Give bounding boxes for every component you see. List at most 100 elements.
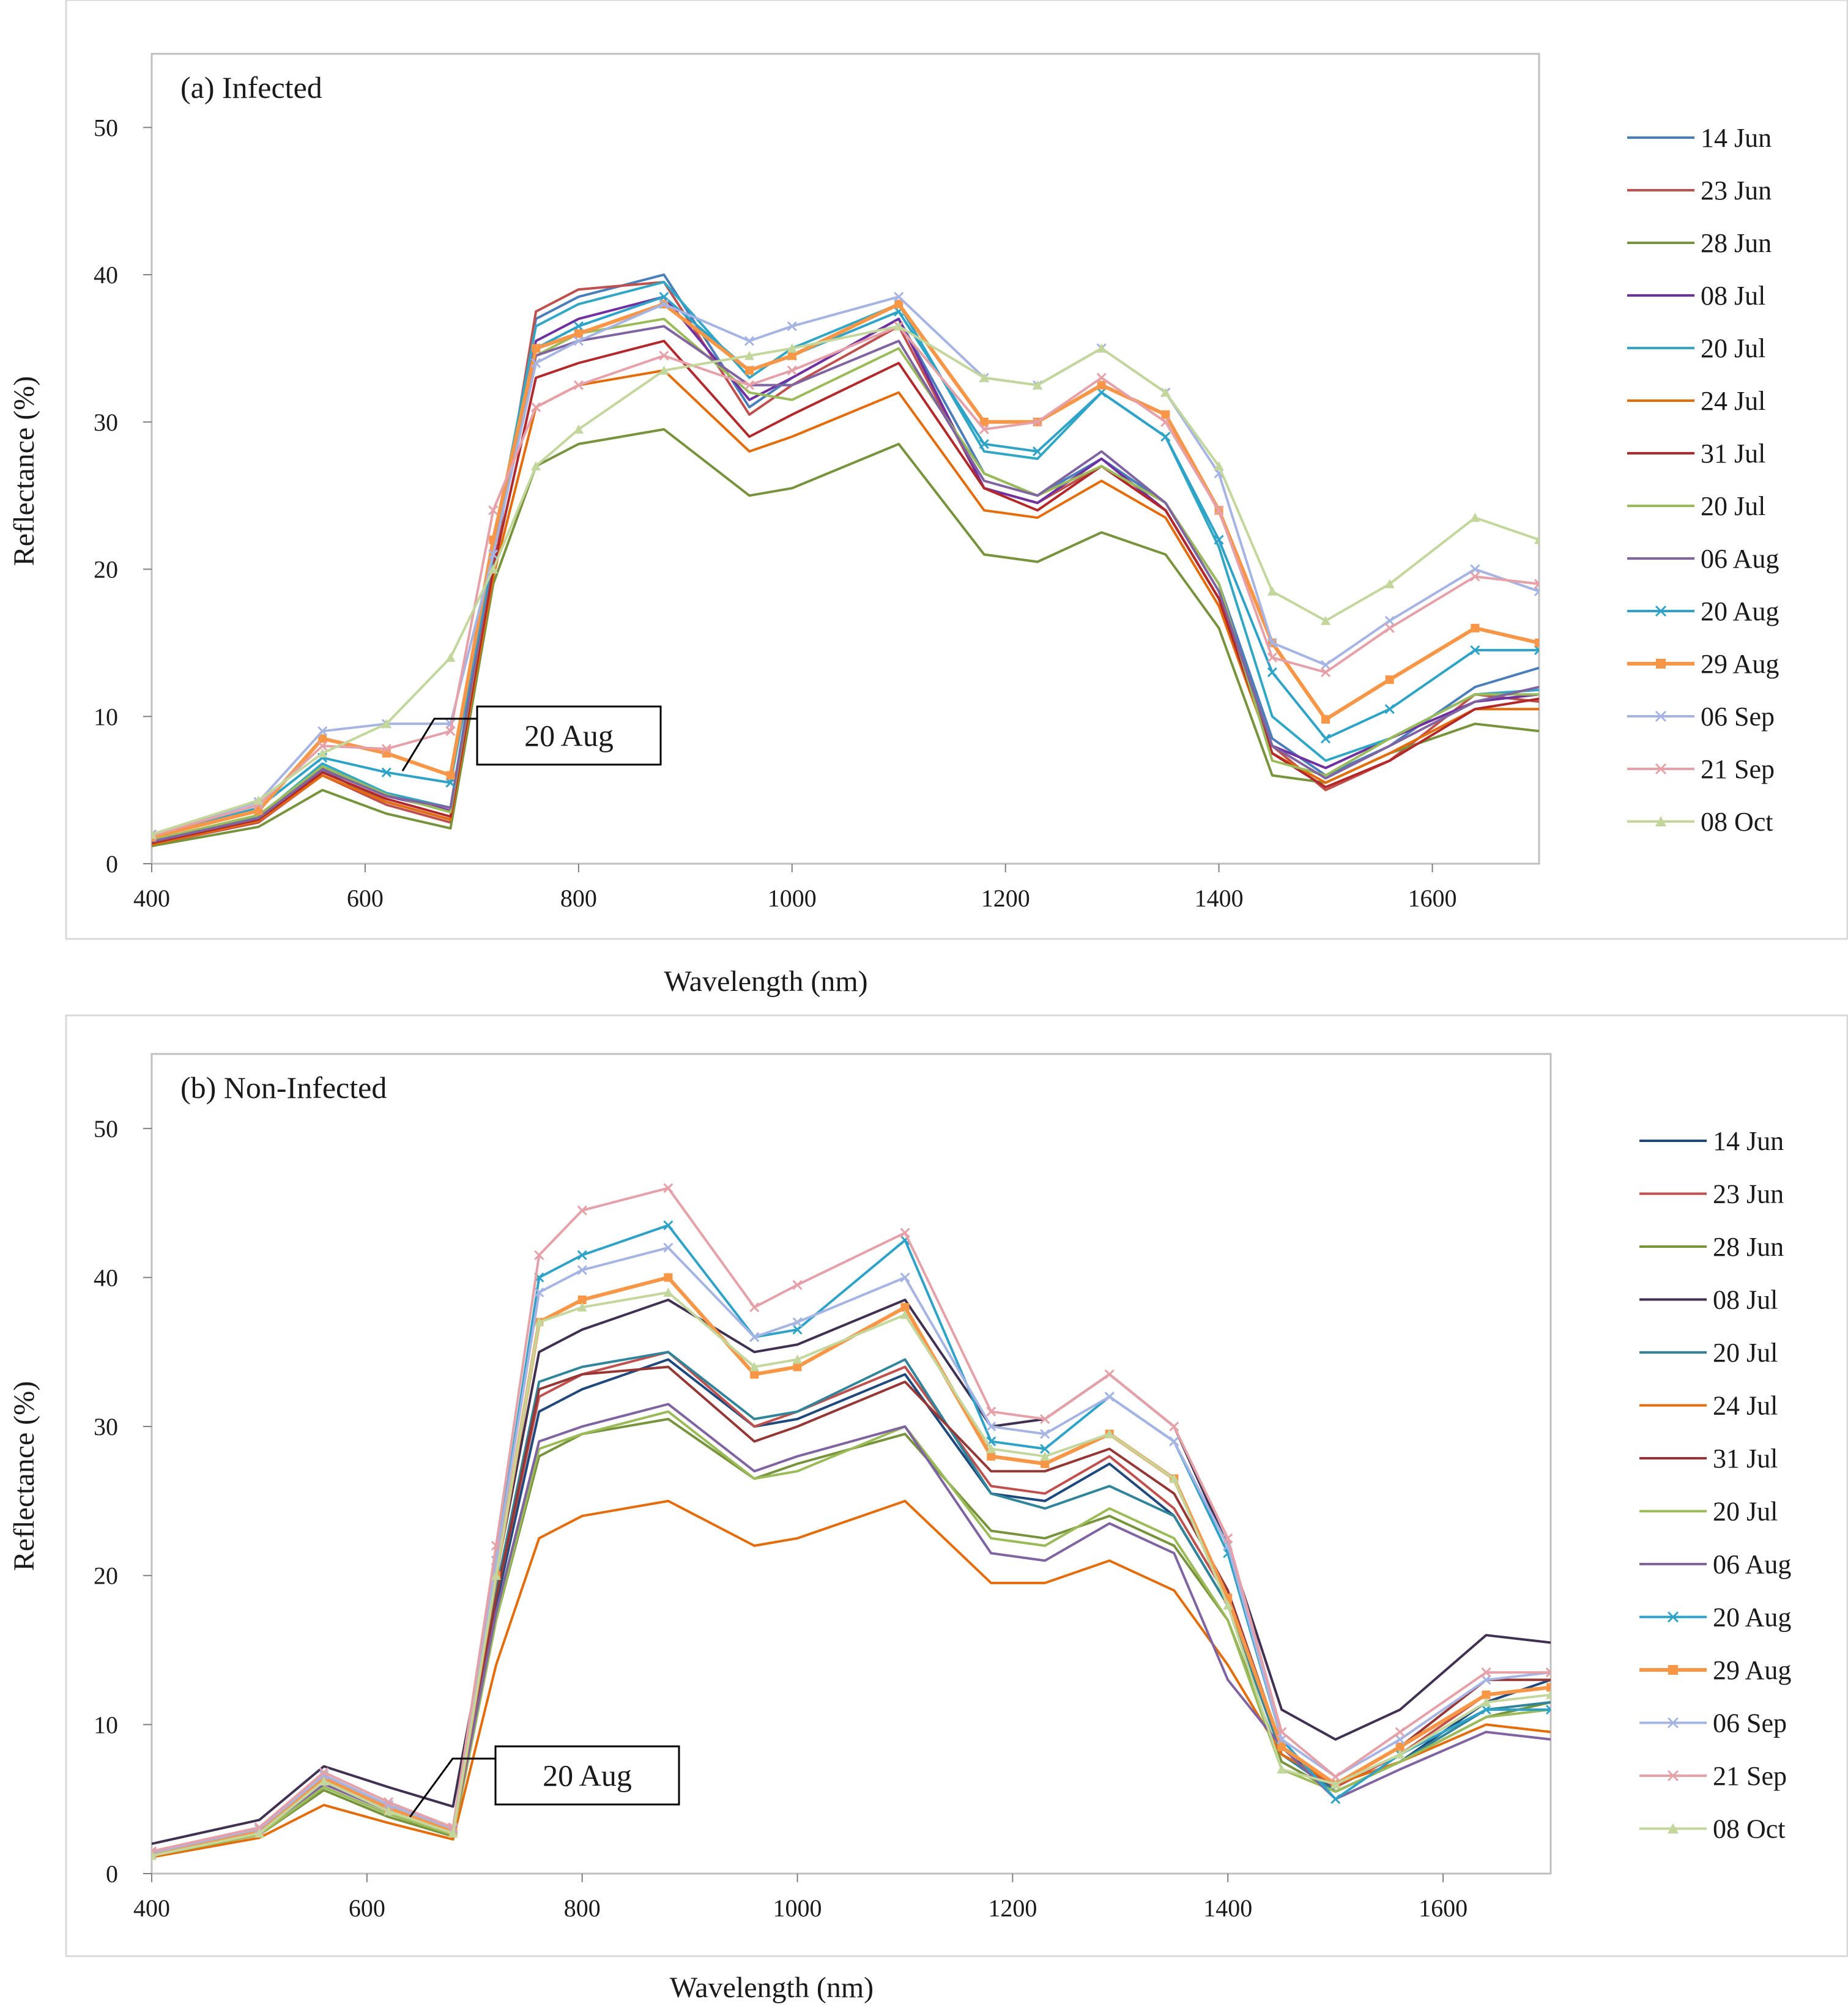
- legend-label: 08 Jul: [1701, 281, 1765, 311]
- series-point-9: [1330, 1794, 1341, 1804]
- series-line-12: [152, 1187, 1551, 1853]
- series-line-8: [152, 325, 1539, 843]
- legend-marker-11: [1655, 710, 1667, 722]
- legend-label: 28 Jun: [1713, 1232, 1784, 1262]
- y-tick-label: 30: [94, 409, 118, 436]
- x-tick-label: 400: [133, 1894, 170, 1922]
- series-point-12: [744, 380, 755, 390]
- plot-area: [150, 1053, 1552, 1875]
- series-point-12: [1223, 1533, 1233, 1543]
- legend-label: 23 Jun: [1713, 1179, 1784, 1209]
- series-point-12: [792, 1280, 803, 1290]
- series-point-13: [254, 1828, 264, 1838]
- series-point-10: [750, 1370, 759, 1379]
- series-point-12: [491, 1540, 502, 1551]
- series-line-4: [152, 281, 1539, 842]
- series-point-9: [1032, 446, 1043, 457]
- series-point-10: [382, 749, 391, 758]
- series-point-10: [979, 417, 989, 426]
- series-point-9: [573, 321, 584, 332]
- series-point-12: [1032, 417, 1043, 427]
- series-point-12: [1545, 1667, 1551, 1678]
- legend-label: 14 Jun: [1713, 1126, 1784, 1156]
- y-tick-label: 50: [94, 114, 118, 141]
- x-axis-title: Wavelength (nm): [664, 965, 867, 998]
- legend-label: 21 Sep: [1701, 754, 1775, 784]
- series-point-13: [253, 795, 264, 805]
- legend-label: 29 Aug: [1701, 649, 1779, 679]
- legend-marker-13: [1668, 1823, 1679, 1834]
- series-point-11: [787, 321, 797, 332]
- series-point-13: [488, 564, 499, 574]
- series-point-9: [1160, 431, 1171, 442]
- callout-label: 20 Aug: [524, 719, 614, 753]
- series-group: [152, 1183, 1551, 1860]
- x-axis-title: Wavelength (nm): [670, 1971, 874, 2004]
- series-point-12: [1214, 505, 1224, 516]
- series-point-13: [744, 350, 754, 360]
- series-point-12: [445, 726, 456, 736]
- series-point-11: [1277, 1734, 1287, 1745]
- series-point-12: [787, 365, 797, 376]
- series-point-13: [1214, 461, 1224, 471]
- x-tick-label: 1600: [1419, 1894, 1468, 1922]
- legend-label: 24 Jul: [1701, 386, 1765, 416]
- series-point-9: [663, 1220, 674, 1231]
- y-tick-label: 0: [106, 1860, 118, 1888]
- series-point-11: [1534, 586, 1539, 596]
- series-point-13: [1321, 615, 1331, 625]
- series-point-10: [787, 351, 796, 360]
- series-point-9: [1321, 733, 1331, 744]
- series-point-9: [577, 1250, 587, 1260]
- series-point-13: [1546, 1689, 1551, 1699]
- series-point-10: [894, 300, 904, 309]
- y-tick-label: 10: [94, 1711, 118, 1738]
- legend-label: 06 Aug: [1713, 1549, 1791, 1579]
- plot-area: [150, 53, 1540, 865]
- series-point-13: [152, 829, 157, 839]
- callout-leader: [401, 718, 477, 772]
- series-point-12: [749, 1302, 760, 1313]
- series-point-12: [979, 424, 989, 434]
- series-point-12: [1160, 417, 1171, 427]
- y-tick-label: 20: [94, 1562, 118, 1590]
- series-point-12: [381, 744, 391, 754]
- series-point-13: [894, 321, 904, 331]
- series-point-11: [534, 1287, 544, 1297]
- series-point-10: [446, 771, 455, 780]
- series-point-9: [1481, 1704, 1491, 1715]
- y-axis-title: Reflectance (%): [8, 376, 40, 566]
- series-point-13: [1330, 1779, 1341, 1789]
- legend-label: 21 Sep: [1713, 1761, 1787, 1791]
- series-point-13: [659, 365, 669, 375]
- series-point-13: [1481, 1697, 1491, 1707]
- x-tick-label: 400: [133, 884, 170, 912]
- series-point-11: [1481, 1675, 1491, 1685]
- x-tick-label: 1600: [1408, 884, 1457, 912]
- series-point-9: [979, 439, 989, 449]
- series-point-13: [1223, 1600, 1233, 1610]
- panel-b-outer-frame: [65, 1014, 1848, 1957]
- series-point-12: [1534, 579, 1539, 589]
- panel-a-outer-frame: [65, 0, 1848, 940]
- series-point-11: [749, 1332, 760, 1342]
- legend-label: 06 Sep: [1701, 702, 1775, 732]
- series-line-11: [152, 295, 1539, 836]
- y-tick-label: 10: [94, 703, 118, 730]
- series-point-13: [663, 1287, 674, 1297]
- legend-marker-13: [1655, 816, 1666, 826]
- series-point-11: [1104, 1392, 1115, 1402]
- series-point-11: [573, 336, 584, 346]
- series-group: [152, 273, 1539, 848]
- series-point-13: [1033, 380, 1043, 390]
- legend-marker-10: [1656, 659, 1666, 669]
- y-tick-label: 40: [94, 1264, 118, 1291]
- series-point-12: [1395, 1727, 1405, 1737]
- legend-label: 24 Jul: [1713, 1391, 1778, 1421]
- series-point-13: [531, 461, 541, 471]
- series-point-13: [1096, 343, 1107, 353]
- series-point-10: [1482, 1690, 1491, 1699]
- x-tick-label: 1000: [768, 884, 817, 912]
- series-point-11: [531, 358, 541, 368]
- series-point-13: [979, 373, 989, 382]
